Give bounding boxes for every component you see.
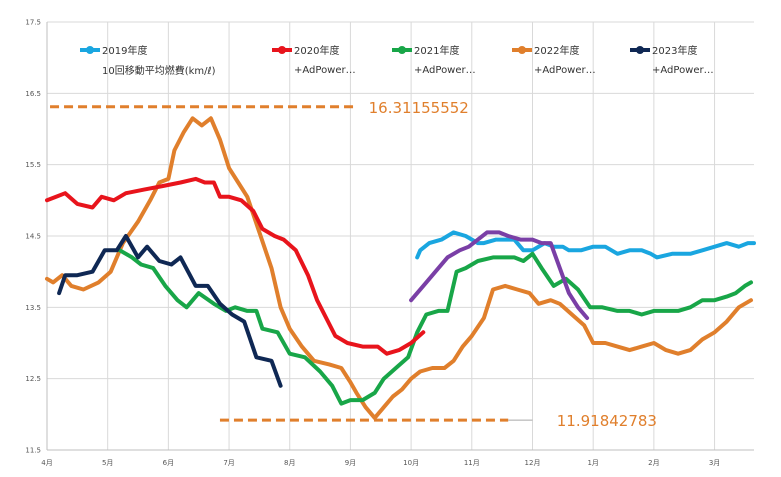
annotations: 16.31155552 11.91842783 [50,99,657,430]
y-tick-label: 14.5 [25,233,41,241]
x-tick-label: 4月 [41,459,52,467]
legend-marker [518,46,526,54]
series-line [415,230,756,260]
plot-frame [46,22,754,451]
x-tick-label: 3月 [709,459,720,467]
chart-subtitle: 10回移動平均燃費(km/ℓ) [102,64,216,77]
series-line [45,116,753,420]
legend-label: 2020年度 [294,44,339,57]
x-axis-ticks: 4月 5月 6月 7月 8月 9月 10月 11月 12月 1月 2月 3月 [41,459,720,467]
legend-note: +AdPower… [294,65,356,76]
y-tick-label: 13.5 [25,304,41,312]
legend-marker [86,46,94,54]
legend-label: 2022年度 [534,44,579,57]
y-tick-label: 11.5 [25,447,41,455]
x-tick-label: 6月 [163,459,174,467]
series-line [409,230,590,320]
x-tick-label: 1月 [587,459,598,467]
grid [46,21,754,451]
legend: 2019年度 2020年度 +AdPower… 2021年度 +AdPower… 2022… [80,44,714,76]
legend-note: +AdPower… [534,65,596,76]
y-tick-label: 15.5 [25,161,41,169]
legend-label: 2023年度 [652,44,697,57]
y-tick-label: 16.5 [25,90,41,98]
x-tick-label: 11月 [464,459,480,467]
legend-marker [636,46,644,54]
x-tick-label: 8月 [284,459,295,467]
max-value-label: 16.31155552 [369,99,469,117]
y-tick-label: 12.5 [25,375,41,383]
legend-marker [278,46,286,54]
legend-label: 2019年度 [102,44,147,57]
y-tick-label: 17.5 [25,19,41,27]
x-tick-label: 9月 [345,459,356,467]
legend-note: +AdPower… [652,65,714,76]
series-line [45,176,426,356]
x-tick-label: 12月 [525,459,541,467]
x-tick-label: 2月 [648,459,659,467]
series-line [57,234,283,388]
x-tick-label: 7月 [223,459,234,467]
min-value-label: 11.91842783 [557,412,657,430]
legend-note: +AdPower… [414,65,476,76]
legend-label: 2021年度 [414,44,459,57]
series-lines [45,116,756,420]
x-tick-label: 10月 [403,459,419,467]
x-tick-label: 5月 [102,459,113,467]
y-axis-ticks: 11.5 12.5 13.5 14.5 15.5 16.5 17.5 [25,19,41,455]
legend-marker [398,46,406,54]
